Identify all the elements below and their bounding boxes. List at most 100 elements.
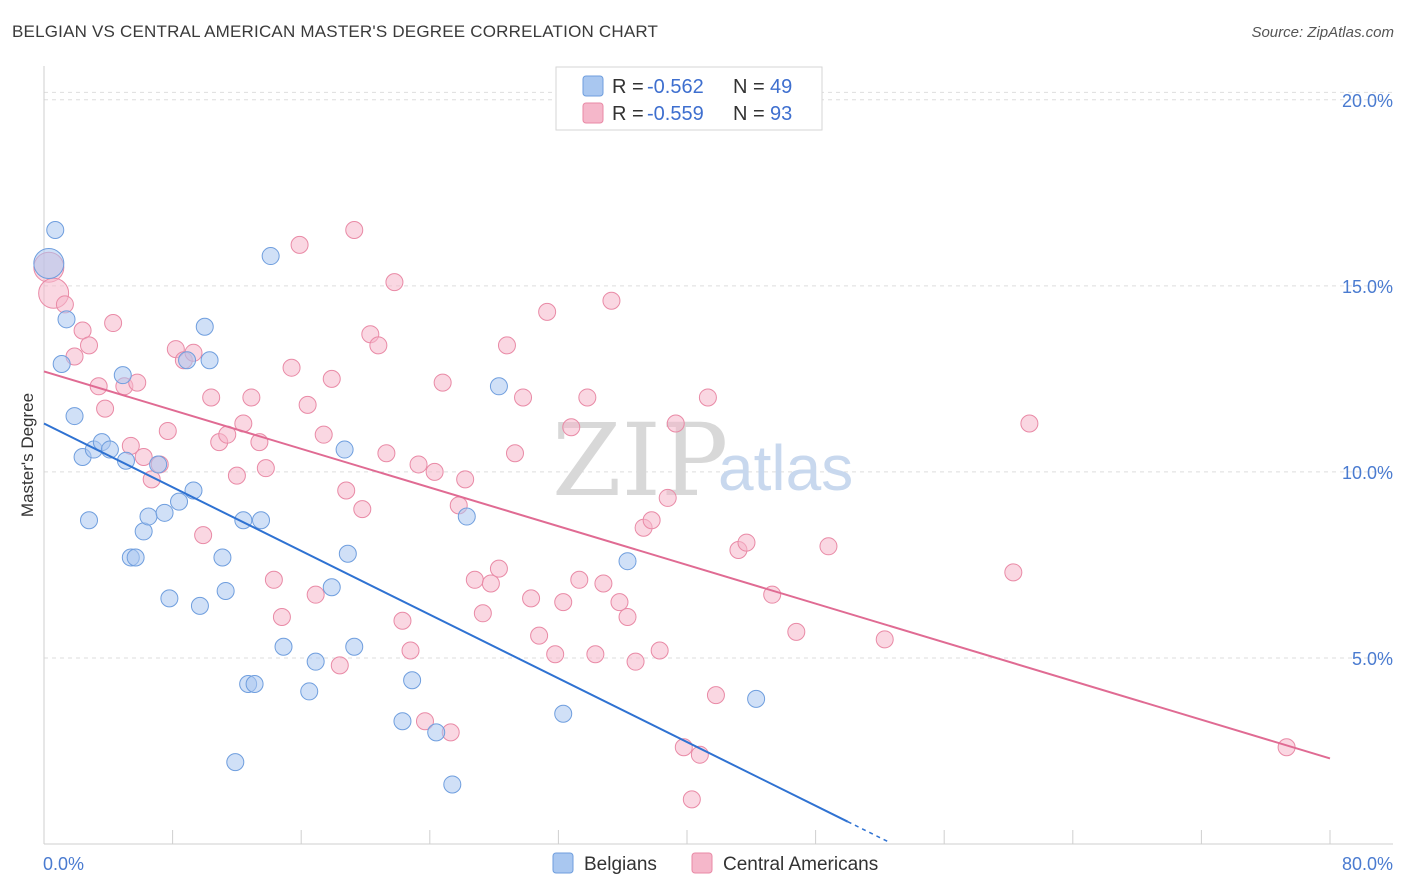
central-americans-point	[55, 295, 74, 314]
belgians-point	[52, 354, 71, 373]
chart-title: BELGIAN VS CENTRAL AMERICAN MASTER'S DEG…	[12, 22, 659, 41]
legend-swatch-belgians	[582, 75, 604, 97]
central-americans-point	[401, 641, 420, 660]
legend-r-label-1: R =	[612, 103, 644, 125]
central-americans-point	[594, 574, 613, 593]
belgians-point	[443, 775, 462, 794]
central-americans-point	[272, 608, 291, 627]
belgians-point	[65, 407, 84, 426]
belgians-point	[252, 511, 271, 530]
x-tick-label-min: 0.0%	[43, 854, 84, 874]
central-americans-point	[546, 645, 565, 664]
gridlines	[44, 91, 1393, 659]
series-legend: Belgians Central Americans	[552, 852, 878, 875]
belgians-point	[338, 544, 357, 563]
belgians-point	[46, 221, 65, 240]
central-americans-point	[642, 511, 661, 530]
central-americans-point	[698, 388, 717, 407]
bottom-legend-swatch-belgians	[552, 852, 574, 874]
central-americans-point	[578, 388, 597, 407]
central-americans-point	[650, 641, 669, 660]
belgians-point	[345, 637, 364, 656]
central-americans-point	[682, 790, 701, 809]
central-americans-point	[465, 570, 484, 589]
belgians-point	[747, 689, 766, 708]
central-americans-point	[306, 585, 325, 604]
central-americans-point	[393, 611, 412, 630]
central-americans-point	[96, 399, 115, 418]
belgians-point	[126, 548, 145, 567]
central-americans-point	[737, 533, 756, 552]
y-tick-label-2: 15.0%	[1342, 277, 1393, 297]
central-americans-point	[134, 448, 153, 466]
central-americans-point	[345, 221, 364, 240]
axes	[43, 66, 1393, 845]
bottom-legend-swatch-central-americans	[691, 852, 713, 874]
belgians-point	[57, 310, 76, 329]
central-americans-point	[425, 462, 444, 481]
series-central-americans-points	[33, 221, 1296, 809]
y-axis-label: Master's Degree	[18, 393, 37, 517]
central-americans-point	[530, 626, 549, 645]
legend-r-label-0: R =	[612, 76, 644, 98]
x-tick-label-max: 80.0%	[1342, 854, 1393, 874]
central-americans-point	[538, 302, 557, 321]
central-americans-point	[377, 444, 396, 463]
bottom-legend-belgians: Belgians	[584, 854, 657, 875]
belgians-point	[245, 674, 264, 693]
central-americans-point	[314, 425, 333, 444]
belgians-point	[113, 366, 132, 385]
watermark-atlas: atlas	[718, 432, 853, 504]
belgians-point	[80, 511, 99, 530]
central-americans-point	[489, 559, 508, 578]
central-americans-point	[522, 589, 541, 608]
belgians-point	[618, 552, 637, 571]
central-americans-point	[763, 585, 782, 604]
central-americans-point	[256, 459, 275, 478]
central-americans-point	[497, 336, 516, 355]
belgians-point	[457, 507, 476, 526]
belgians-trend-extension	[847, 821, 889, 843]
legend-n-label-0: N =	[733, 76, 765, 98]
legend-r-value-0: -0.562	[647, 76, 704, 98]
central-americans-point	[626, 652, 645, 671]
central-americans-point	[562, 418, 581, 437]
series-belgians-points	[33, 221, 766, 794]
central-americans-point	[1004, 563, 1023, 582]
belgians-trend-line	[43, 422, 849, 823]
belgians-point	[274, 637, 293, 656]
central-americans-point	[586, 645, 605, 664]
belgians-point	[554, 704, 573, 723]
belgians-point	[306, 652, 325, 671]
central-americans-point	[385, 273, 404, 292]
central-americans-point	[298, 395, 317, 414]
trend-lines	[43, 370, 1331, 843]
belgians-point	[170, 492, 189, 511]
belgians-point	[335, 440, 354, 459]
central-americans-point	[481, 574, 500, 593]
belgians-point	[300, 682, 319, 701]
y-tick-labels: 5.0% 10.0% 15.0% 20.0%	[1342, 91, 1393, 669]
central-americans-point	[369, 336, 388, 355]
central-americans-point	[415, 712, 434, 731]
central-americans-point	[658, 488, 677, 507]
central-americans-point	[330, 656, 349, 675]
central-americans-point	[337, 481, 356, 500]
central-americans-point	[194, 526, 213, 545]
belgians-point	[322, 578, 341, 597]
y-tick-label-3: 20.0%	[1342, 91, 1393, 111]
central-americans-point	[706, 686, 725, 705]
belgians-point	[216, 581, 235, 600]
central-americans-point	[227, 466, 246, 485]
belgians-point	[33, 248, 65, 279]
central-americans-point	[570, 570, 589, 589]
bottom-legend-central-americans: Central Americans	[723, 854, 878, 875]
central-americans-point	[505, 444, 524, 463]
correlation-legend: R = -0.562 N = 49 R = -0.559 N = 93	[555, 66, 823, 131]
belgians-point	[200, 351, 219, 370]
belgians-point	[261, 247, 280, 266]
legend-r-value-1: -0.559	[647, 103, 704, 125]
central-americans-point	[1020, 414, 1039, 433]
central-americans-point	[456, 470, 475, 489]
